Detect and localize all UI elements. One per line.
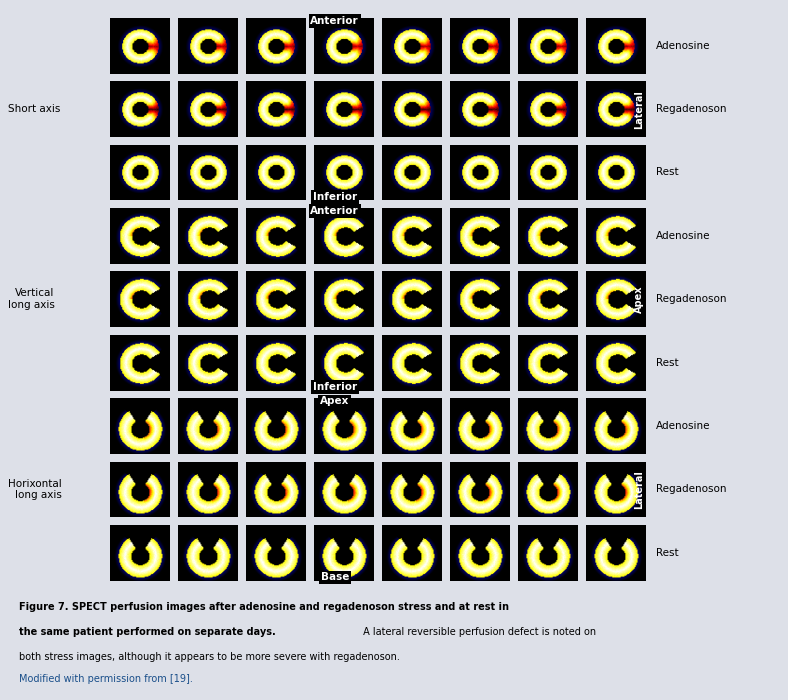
Text: A lateral reversible perfusion defect is noted on: A lateral reversible perfusion defect is… — [360, 627, 597, 638]
Text: Figure 7. SPECT perfusion images after adenosine and regadenoson stress and at r: Figure 7. SPECT perfusion images after a… — [20, 602, 510, 612]
Text: Anterior: Anterior — [310, 206, 359, 216]
Text: both stress images, although it appears to be more severe with regadenoson.: both stress images, although it appears … — [20, 652, 400, 662]
Text: Lateral: Lateral — [634, 470, 644, 509]
Text: Regadenoson: Regadenoson — [656, 294, 727, 304]
Text: Inferior: Inferior — [313, 382, 357, 392]
Text: Lateral: Lateral — [634, 90, 644, 129]
Text: Adenosine: Adenosine — [656, 421, 711, 431]
Text: Horixontal
long axis: Horixontal long axis — [8, 479, 61, 500]
Text: Rest: Rest — [656, 358, 679, 368]
Text: Vertical
long axis: Vertical long axis — [8, 288, 54, 310]
Text: Rest: Rest — [656, 167, 679, 178]
Text: the same patient performed on separate days.: the same patient performed on separate d… — [20, 627, 277, 638]
Text: Rest: Rest — [656, 548, 679, 558]
Text: Regadenoson: Regadenoson — [656, 484, 727, 494]
Text: Adenosine: Adenosine — [656, 41, 711, 50]
Text: Short axis: Short axis — [8, 104, 60, 114]
Text: Apex: Apex — [320, 396, 349, 407]
Text: Adenosine: Adenosine — [656, 231, 711, 241]
Text: Apex: Apex — [634, 286, 644, 313]
Text: Modified with permission from [19].: Modified with permission from [19]. — [20, 674, 193, 684]
Text: Regadenoson: Regadenoson — [656, 104, 727, 114]
Text: Inferior: Inferior — [313, 192, 357, 202]
Text: Anterior: Anterior — [310, 16, 359, 26]
Text: Base: Base — [321, 573, 349, 582]
